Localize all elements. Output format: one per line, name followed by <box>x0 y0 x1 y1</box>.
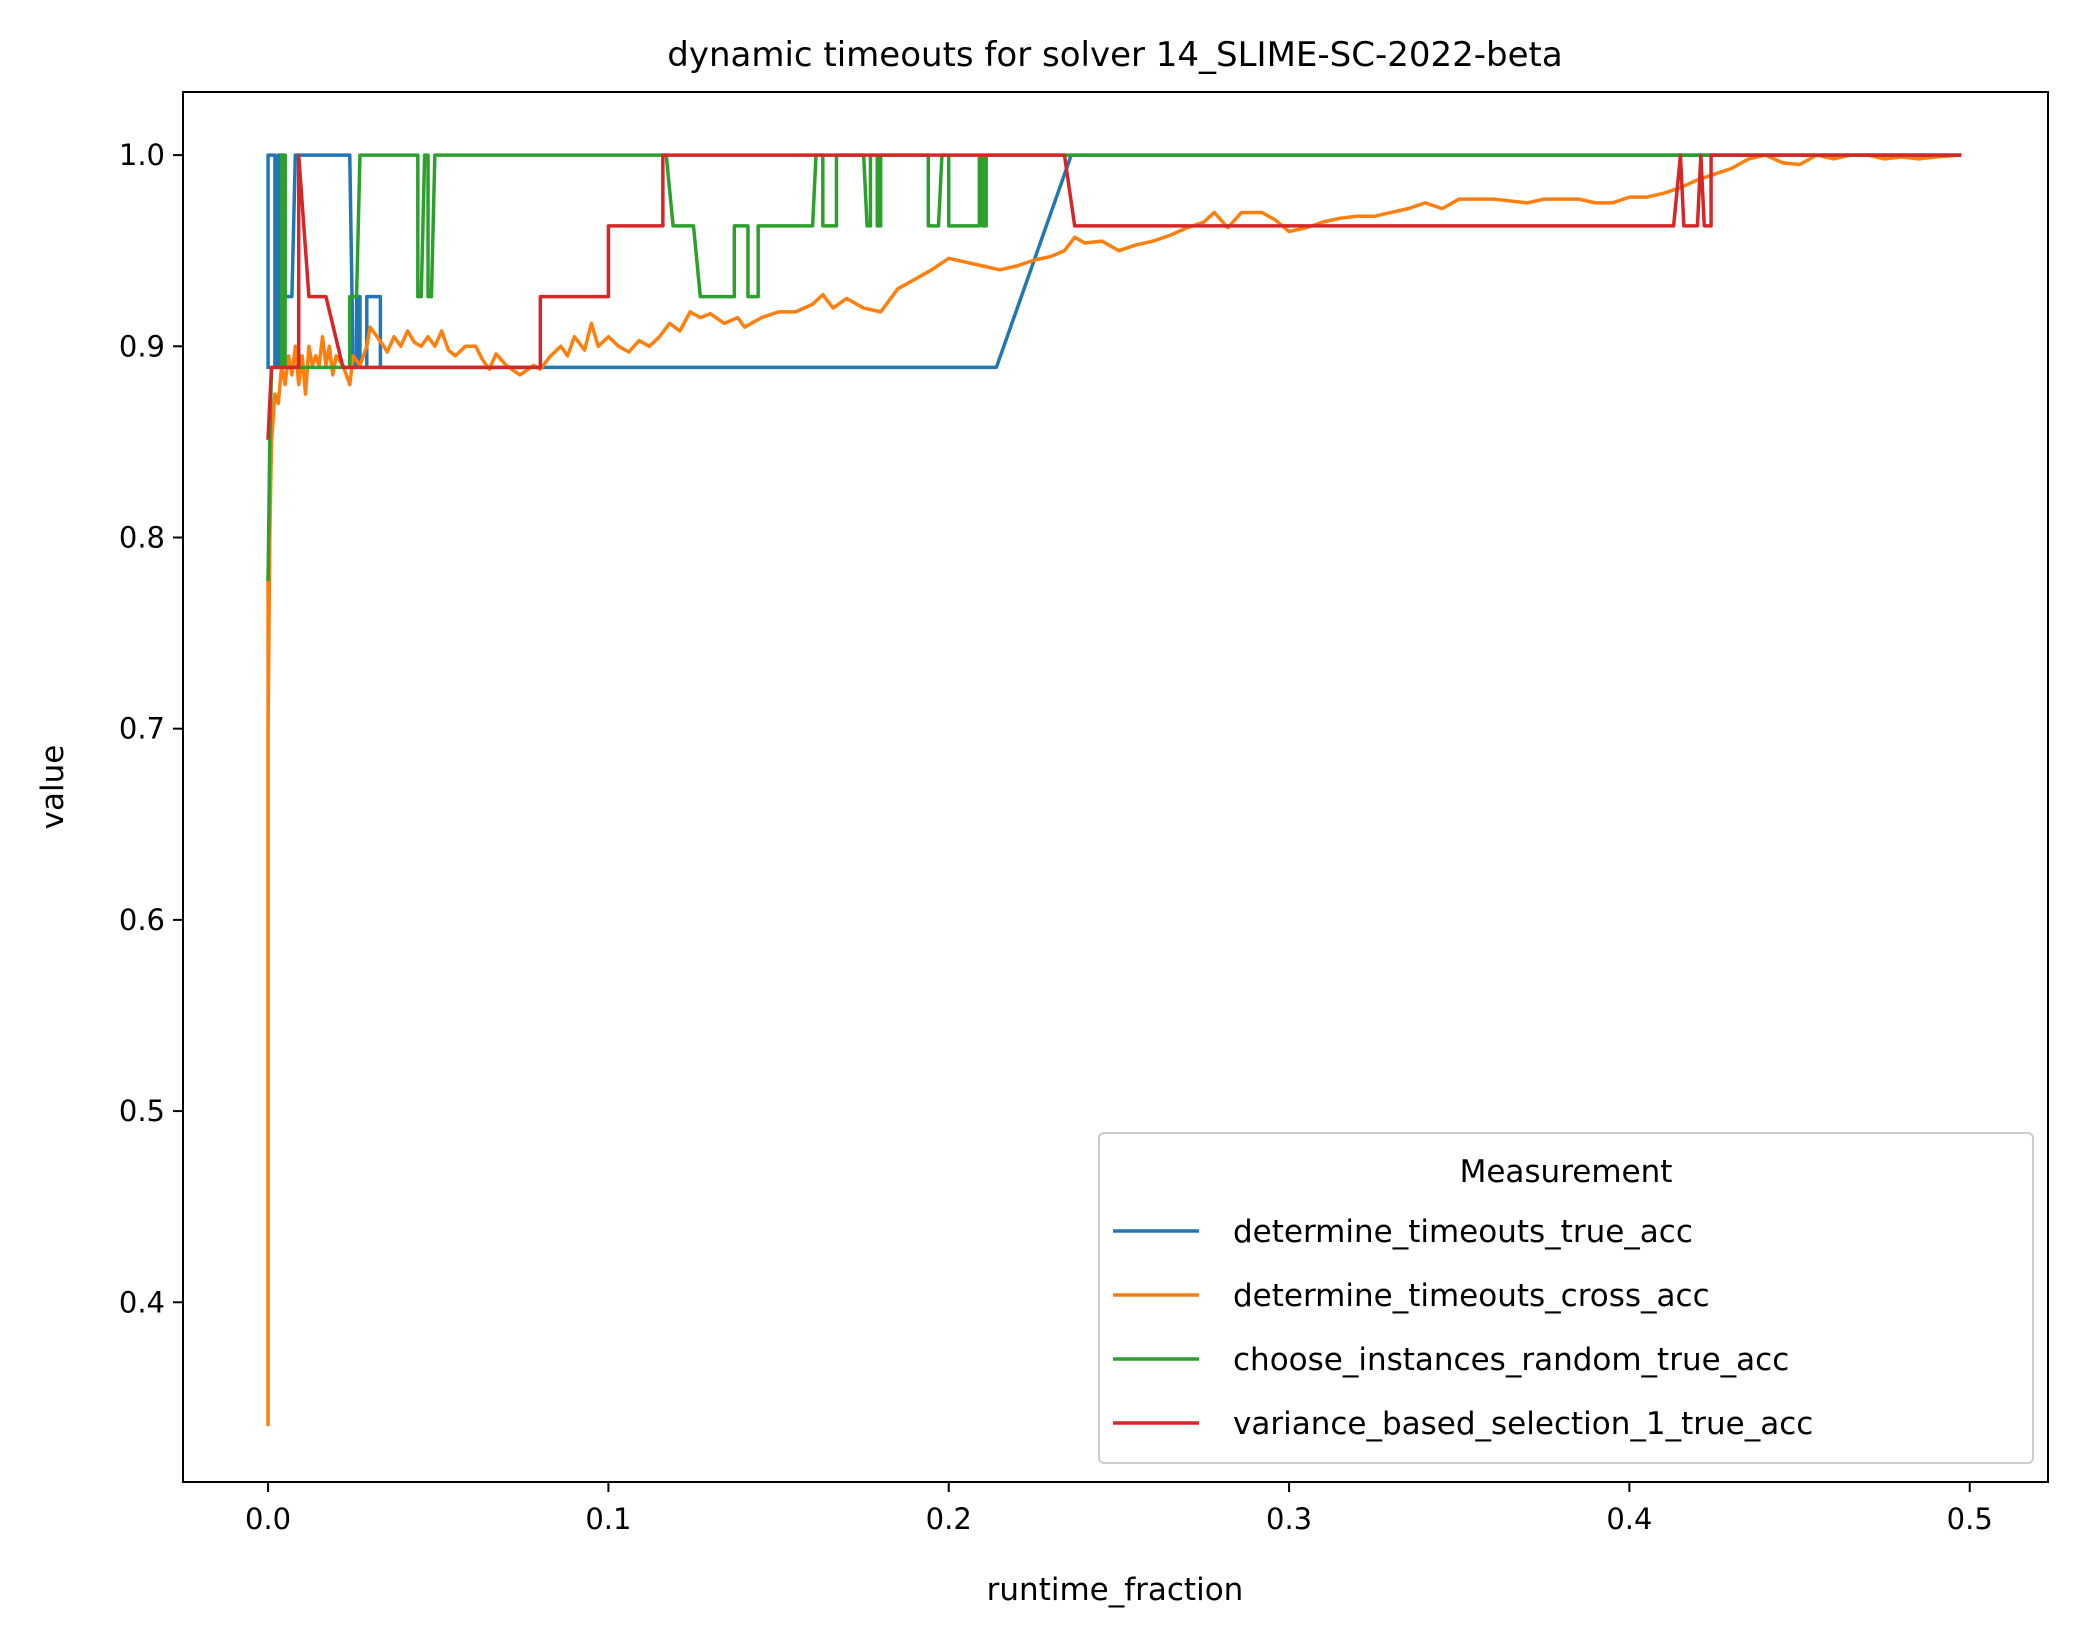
x-tick-label: 0.5 <box>1947 1502 1993 1536</box>
x-tick-label: 0.1 <box>585 1502 631 1536</box>
series-line-choose-instances-random-true-acc <box>266 153 1962 582</box>
y-tick-label: 0.6 <box>119 903 165 937</box>
legend-title: Measurement <box>1460 1154 1673 1190</box>
legend-label: determine_timeouts_true_acc <box>1233 1214 1693 1250</box>
y-tick-label: 0.9 <box>119 329 165 363</box>
legend-entries: determine_timeouts_true_acc determine_tim… <box>1113 1214 1813 1442</box>
y-tick-label: 0.8 <box>119 520 165 554</box>
x-tick-label: 0.0 <box>245 1502 291 1536</box>
plot-frame <box>182 91 2049 1483</box>
legend-label: variance_based_selection_1_true_acc <box>1233 1406 1813 1442</box>
y-tick-label: 0.7 <box>119 712 165 746</box>
x-axis-label: runtime_fraction <box>987 1572 1244 1608</box>
series-line-variance-based-selection-1-true-acc <box>266 153 1962 440</box>
y-tick-label: 0.5 <box>119 1094 165 1128</box>
y-axis: 0.4 0.5 0.6 0.7 0.8 0.9 1.0 <box>119 138 183 1319</box>
legend-label: determine_timeouts_cross_acc <box>1233 1278 1710 1314</box>
y-tick-label: 0.4 <box>119 1285 165 1319</box>
legend-box <box>1098 1132 2034 1464</box>
series-layer <box>266 153 1962 1427</box>
chart-title: dynamic timeouts for solver 14_SLIME-SC-… <box>667 35 1562 75</box>
x-tick-label: 0.3 <box>1266 1502 1312 1536</box>
x-tick-label: 0.2 <box>926 1502 972 1536</box>
legend: Measurement determine_timeouts_true_accd… <box>1098 1132 2034 1464</box>
x-axis: 0.0 0.1 0.2 0.3 0.4 0.5 <box>245 1482 1993 1536</box>
legend-label: choose_instances_random_true_acc <box>1233 1342 1789 1378</box>
y-axis-label: value <box>35 745 71 830</box>
y-tick-label: 1.0 <box>119 138 165 172</box>
x-tick-label: 0.4 <box>1606 1502 1652 1536</box>
